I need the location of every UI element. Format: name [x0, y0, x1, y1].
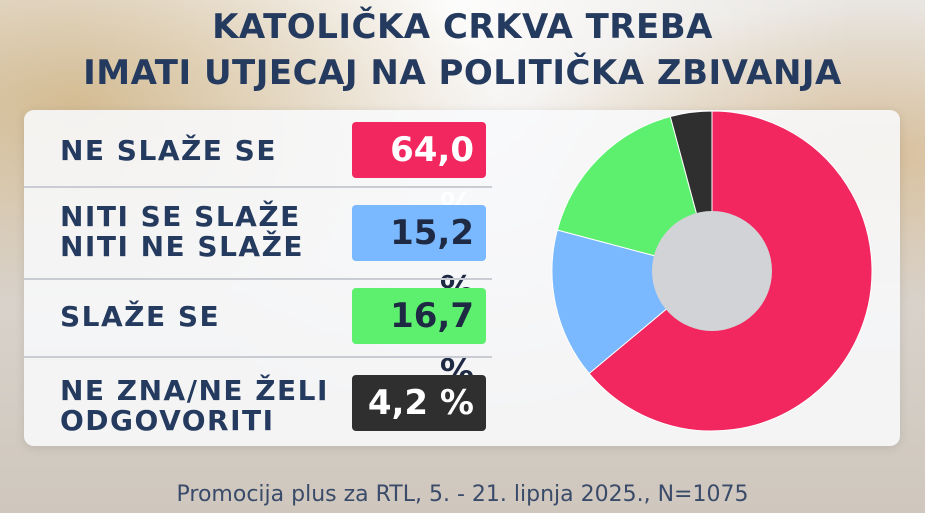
source-footer: Promocija plus za RTL, 5. - 21. lipnja 2…	[176, 482, 749, 507]
value-badge-niti-niti: 15,2 %	[352, 205, 486, 309]
donut-hole	[652, 211, 772, 331]
value-badge-ne-slaze: 64,0 %	[352, 122, 486, 226]
category-label-niti-niti: NITI SE SLAŽE NITI NE SLAŽE	[60, 202, 304, 262]
title-line-1: KATOLIČKA CRKVA TREBA	[212, 7, 713, 47]
category-label-line: NITI SE SLAŽE	[60, 200, 301, 233]
category-label-line: SLAŽE SE	[60, 300, 221, 333]
row-divider	[24, 278, 492, 280]
category-label-slaze: SLAŽE SE	[60, 302, 220, 332]
value-badge-slaze: 16,7 %	[352, 288, 486, 392]
category-label-ne-slaze: NE SLAŽE SE	[60, 136, 277, 166]
category-label-line: NE ZNA/NE ŽELI	[60, 374, 329, 407]
row-divider	[24, 186, 492, 188]
value-badge-ne-zna: 4,2 %	[352, 375, 486, 431]
value-label: 4,2 %	[367, 383, 474, 423]
category-label-line: NITI NE SLAŽE	[60, 230, 305, 263]
category-label-line: ODGOVORITI	[60, 404, 275, 437]
title-line-2: IMATI UTJECAJ NA POLITIČKA ZBIVANJA	[83, 53, 842, 93]
category-label-line: NE SLAŽE SE	[60, 134, 277, 167]
category-label-ne-zna: NE ZNA/NE ŽELI ODGOVORITI	[60, 376, 329, 436]
value-label: 64,0 %	[390, 130, 474, 226]
chart-title: KATOLIČKA CRKVA TREBA IMATI UTJECAJ NA P…	[0, 4, 925, 96]
row-divider	[24, 356, 492, 358]
